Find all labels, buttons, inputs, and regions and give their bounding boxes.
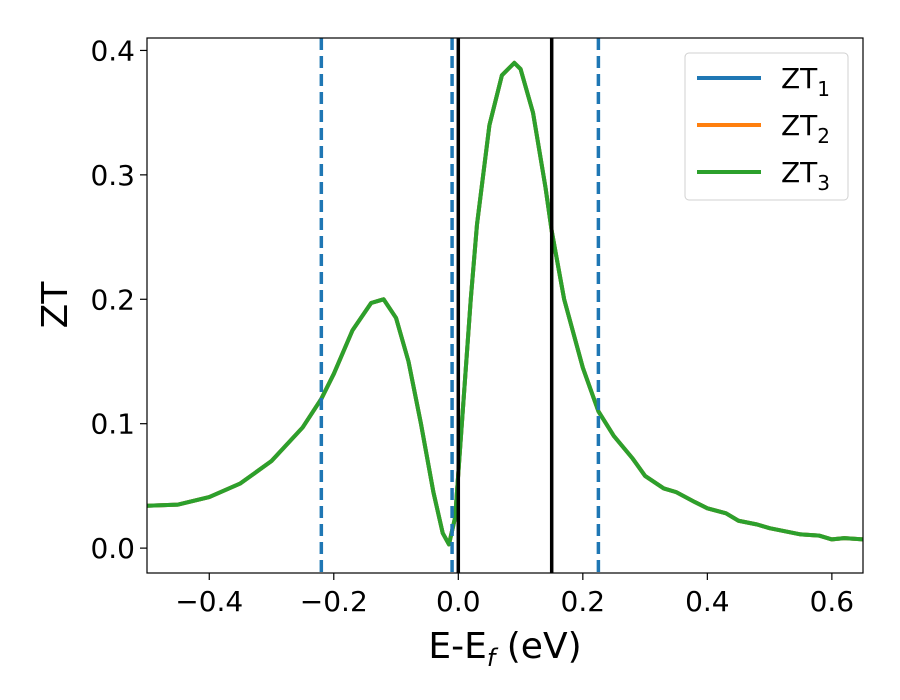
legend: ZT1 ZT2 ZT3 <box>684 52 849 201</box>
y-tick-label: 0.1 <box>90 408 135 441</box>
x-axis-title: E-Ef (eV) <box>428 626 581 672</box>
x-axis-ticks: −0.4 −0.2 0.0 0.2 0.4 0.6 <box>175 573 854 618</box>
x-tick-label: −0.4 <box>175 585 243 618</box>
y-tick-label: 0.4 <box>90 34 135 67</box>
series-line-zt3 <box>147 60 863 547</box>
y-tick-label: 0.3 <box>90 159 135 192</box>
reference-lines <box>319 38 601 573</box>
series-lines <box>147 60 863 547</box>
legend-box <box>684 52 849 201</box>
legend-label-zt3: ZT3 <box>781 156 830 195</box>
y-tick-label: 0.0 <box>90 532 135 565</box>
x-tick-label: 0.2 <box>561 585 606 618</box>
plot-frame <box>146 37 864 574</box>
x-tick-label: 0.4 <box>685 585 730 618</box>
y-axis-ticks: 0.0 0.1 0.2 0.3 0.4 <box>90 34 147 565</box>
y-axis-title: ZT <box>35 281 76 329</box>
x-tick-label: −0.2 <box>300 585 368 618</box>
y-tick-label: 0.2 <box>90 283 135 316</box>
legend-label-zt1: ZT1 <box>781 62 830 101</box>
legend-label-zt2: ZT2 <box>781 109 830 148</box>
x-tick-label: 0.0 <box>436 585 481 618</box>
x-tick-label: 0.6 <box>810 585 855 618</box>
